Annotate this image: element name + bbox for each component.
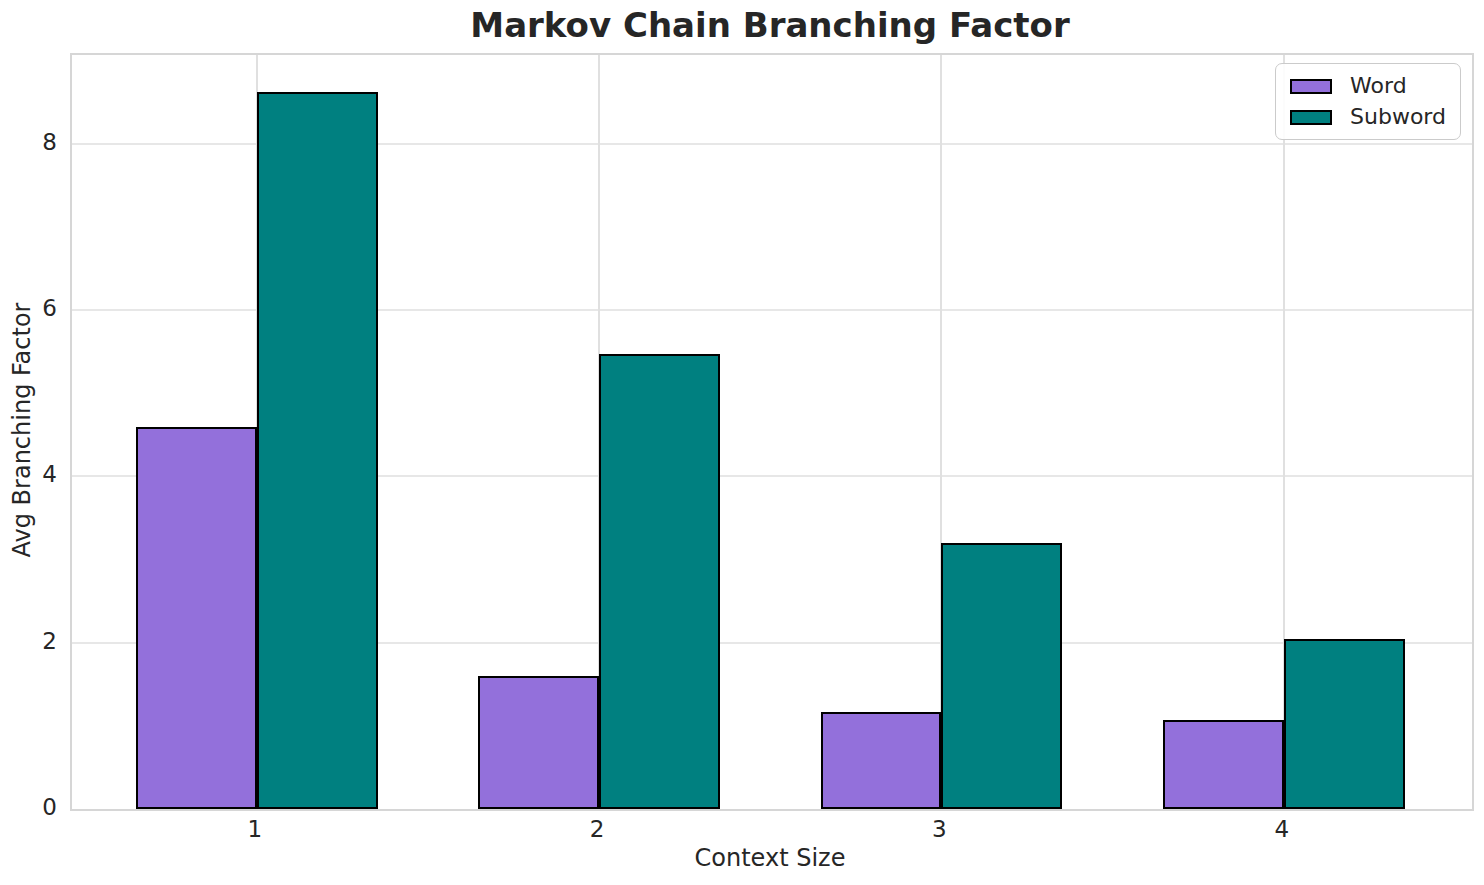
x-tick-label-3: 3 — [932, 817, 947, 842]
y-tick-label-2: 2 — [42, 629, 57, 652]
x-tick-label-4: 4 — [1274, 817, 1289, 842]
legend-label-word: Word — [1350, 74, 1407, 98]
y-axis-label: Avg Branching Factor — [8, 303, 36, 558]
y-tick-label-6: 6 — [42, 297, 57, 320]
x-tick-label-2: 2 — [590, 817, 605, 842]
plot-area — [70, 53, 1474, 811]
bar-word-context-4 — [1163, 720, 1284, 809]
chart-title: Markov Chain Branching Factor — [70, 5, 1470, 45]
legend: Word Subword — [1275, 63, 1461, 140]
x-axis-label: Context Size — [70, 844, 1470, 872]
bar-subword-context-4 — [1284, 639, 1405, 809]
bar-word-context-2 — [478, 676, 599, 809]
bar-subword-context-1 — [257, 92, 378, 809]
bar-word-context-1 — [136, 427, 257, 809]
bar-word-context-3 — [821, 712, 942, 809]
x-tick-label-1: 1 — [248, 817, 263, 842]
figure: Markov Chain Branching Factor Context Si… — [0, 0, 1484, 885]
legend-label-subword: Subword — [1350, 105, 1446, 129]
y-tick-label-0: 0 — [42, 796, 57, 819]
bar-subword-context-2 — [599, 354, 720, 809]
legend-swatch-word — [1290, 79, 1332, 94]
legend-item-word: Word — [1290, 74, 1446, 98]
legend-item-subword: Subword — [1290, 105, 1446, 129]
legend-swatch-subword — [1290, 110, 1332, 125]
y-tick-label-4: 4 — [42, 463, 57, 486]
bar-subword-context-3 — [941, 543, 1062, 809]
y-tick-label-8: 8 — [42, 130, 57, 153]
